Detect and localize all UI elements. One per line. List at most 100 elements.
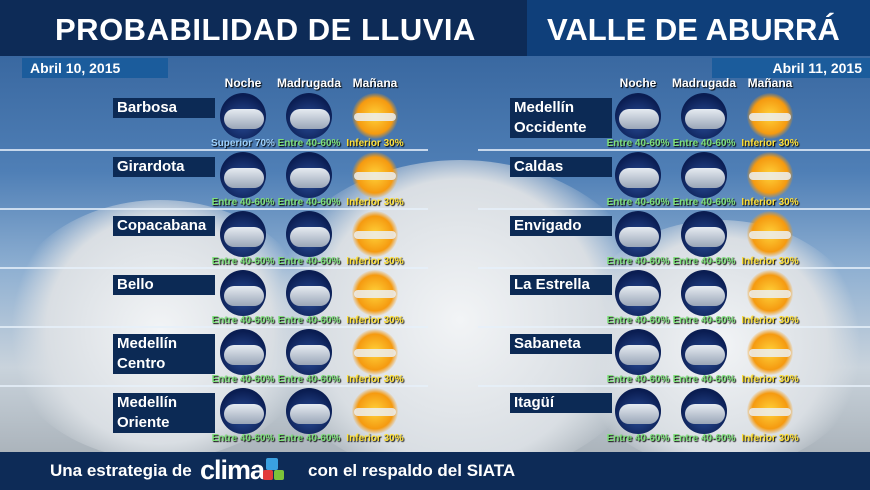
sun-cloud-icon	[747, 270, 793, 316]
location-name: Occidente	[510, 118, 612, 138]
probability-label: Entre 40-60%	[277, 315, 341, 326]
sun-cloud-icon	[747, 93, 793, 139]
rain-cloud-icon	[286, 93, 332, 139]
location-name: Medellín	[113, 393, 215, 413]
sun-cloud-icon	[747, 152, 793, 198]
rain-cloud-icon	[286, 388, 332, 434]
location-name: Barbosa	[113, 98, 215, 118]
probability-label: Entre 40-60%	[606, 433, 670, 444]
rain-cloud-icon	[286, 152, 332, 198]
rain-cloud-icon	[615, 329, 661, 375]
location-name: La Estrella	[510, 275, 612, 295]
location-name: Bello	[113, 275, 215, 295]
location-name: Oriente	[113, 413, 215, 433]
rain-cloud-icon	[220, 329, 266, 375]
location-row: Copacabana Entre 40-60% Entre 40-60% Inferi…	[0, 211, 428, 271]
probability-label: Entre 40-60%	[277, 374, 341, 385]
probability-label: Inferior 30%	[741, 315, 799, 326]
probability-label: Inferior 30%	[346, 433, 404, 444]
rain-cloud-icon	[615, 152, 661, 198]
row-divider	[478, 385, 870, 387]
probability-label: Entre 40-60%	[211, 374, 275, 385]
footer-suffix: con el respaldo del SIATA	[308, 461, 516, 480]
probability-label: Entre 40-60%	[672, 315, 736, 326]
title-right: VALLE DE ABURRÁ	[547, 12, 840, 47]
footer-prefix: Una estrategia de	[50, 461, 192, 480]
sun-cloud-icon	[352, 329, 398, 375]
rain-cloud-icon	[615, 93, 661, 139]
probability-label: Entre 40-60%	[211, 433, 275, 444]
date-right: Abril 11, 2015	[712, 58, 870, 78]
column-header: Mañana	[352, 76, 398, 90]
probability-label: Entre 40-60%	[211, 315, 275, 326]
row-divider	[478, 149, 870, 151]
probability-label: Entre 40-60%	[606, 138, 670, 149]
probability-label: Entre 40-60%	[277, 433, 341, 444]
rain-cloud-icon	[615, 270, 661, 316]
probability-label: Entre 40-60%	[606, 315, 670, 326]
location-name: Itagüí	[510, 393, 612, 413]
probability-label: Entre 40-60%	[277, 138, 341, 149]
location-name: Copacabana	[113, 216, 215, 236]
location-name: Sabaneta	[510, 334, 612, 354]
probability-label: Inferior 30%	[741, 197, 799, 208]
row-divider	[478, 267, 870, 269]
rain-cloud-icon	[615, 211, 661, 257]
location-row: Sabaneta Entre 40-60% Entre 40-60% Inferior…	[478, 329, 870, 389]
title-left: PROBABILIDAD DE LLUVIA	[55, 12, 476, 47]
row-divider	[478, 326, 870, 328]
probability-label: Entre 40-60%	[672, 256, 736, 267]
probability-label: Inferior 30%	[741, 138, 799, 149]
logo-square-icon	[274, 470, 284, 480]
probability-label: Entre 40-60%	[606, 374, 670, 385]
rain-cloud-icon	[615, 388, 661, 434]
probability-label: Inferior 30%	[346, 374, 404, 385]
probability-label: Entre 40-60%	[672, 433, 736, 444]
rain-cloud-icon	[681, 329, 727, 375]
row-divider	[0, 267, 428, 269]
sun-cloud-icon	[352, 93, 398, 139]
probability-label: Inferior 30%	[346, 256, 404, 267]
sun-cloud-icon	[352, 152, 398, 198]
rain-cloud-icon	[681, 211, 727, 257]
header: PROBABILIDAD DE LLUVIA VALLE DE ABURRÁ	[0, 0, 870, 56]
probability-label: Inferior 30%	[741, 374, 799, 385]
column-header: Madrugada	[276, 76, 341, 90]
location-row: Itagüí Entre 40-60% Entre 40-60% Inferior 3…	[478, 388, 870, 448]
column-header: Noche	[224, 76, 262, 90]
location-name: Medellín	[510, 98, 612, 118]
sun-cloud-icon	[352, 388, 398, 434]
sun-cloud-icon	[747, 388, 793, 434]
location-name: Caldas	[510, 157, 612, 177]
row-divider	[0, 326, 428, 328]
location-name: Envigado	[510, 216, 612, 236]
sun-cloud-icon	[747, 329, 793, 375]
rain-cloud-icon	[286, 329, 332, 375]
probability-label: Entre 40-60%	[606, 256, 670, 267]
probability-label: Entre 40-60%	[211, 256, 275, 267]
probability-label: Entre 40-60%	[672, 374, 736, 385]
location-row: La Estrella Entre 40-60% Entre 40-60% Infer…	[478, 270, 870, 330]
location-row: Bello Entre 40-60% Entre 40-60% Inferior 30…	[0, 270, 428, 330]
location-row: Barbosa Superior 70% Entre 40-60% Inferior …	[0, 93, 428, 153]
rain-cloud-icon	[220, 152, 266, 198]
location-name: Girardota	[113, 157, 215, 177]
location-row: Girardota Entre 40-60% Entre 40-60% Inferio…	[0, 152, 428, 212]
row-divider	[478, 208, 870, 210]
sun-cloud-icon	[352, 270, 398, 316]
probability-label: Entre 40-60%	[672, 197, 736, 208]
logo-square-icon	[266, 458, 278, 470]
sun-cloud-icon	[352, 211, 398, 257]
probability-label: Inferior 30%	[346, 315, 404, 326]
location-name: Medellín	[113, 334, 215, 354]
column-header: Noche	[619, 76, 657, 90]
probability-label: Inferior 30%	[741, 256, 799, 267]
logo-square-icon	[263, 470, 273, 480]
rain-cloud-icon	[681, 388, 727, 434]
rain-cloud-icon	[681, 270, 727, 316]
row-divider	[0, 208, 428, 210]
rain-cloud-icon	[220, 211, 266, 257]
probability-label: Superior 70%	[211, 138, 275, 149]
column-header: Madrugada	[671, 76, 736, 90]
probability-label: Inferior 30%	[346, 138, 404, 149]
